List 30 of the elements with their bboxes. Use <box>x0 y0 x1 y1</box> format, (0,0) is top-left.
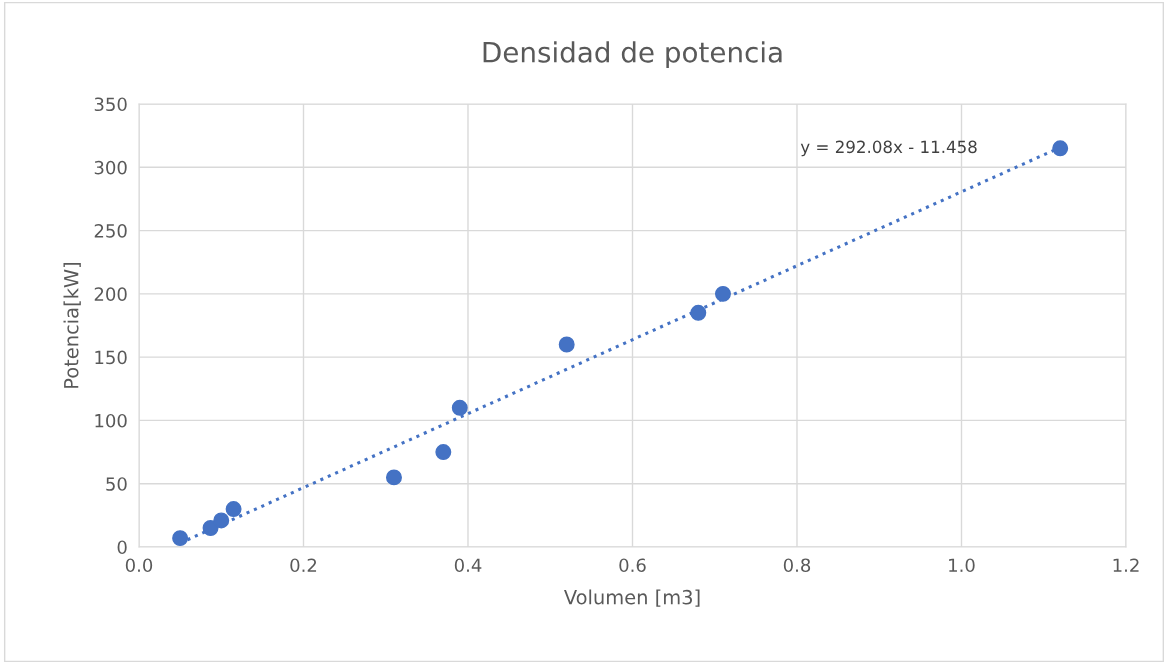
x-tick-label: 0.4 <box>454 558 482 573</box>
x-tick-label: 1.0 <box>949 558 975 573</box>
y-axis-title: Potencia[kW] <box>63 262 81 388</box>
point <box>435 444 452 461</box>
point <box>172 530 189 547</box>
y-tick-label: 250 <box>94 224 127 238</box>
point <box>213 512 230 529</box>
y-tick-label: 300 <box>94 160 127 175</box>
point <box>385 469 402 486</box>
y-tick-label: 150 <box>95 350 127 365</box>
annotation: y = 292.08x - 11.458 <box>800 140 977 157</box>
point <box>714 285 731 302</box>
y-tick-label: 200 <box>94 287 127 301</box>
x-tick-label: 0.8 <box>783 558 811 573</box>
x-axis-title: Volumen [m3] <box>564 589 700 607</box>
x-tick-label: 0.2 <box>290 558 317 573</box>
point <box>1052 140 1069 157</box>
y-tick-label: 350 <box>94 97 127 112</box>
x-tick-label: 0.6 <box>619 558 646 573</box>
x-tick-label: 1.2 <box>1113 558 1139 572</box>
point <box>225 501 242 518</box>
y-tick-label: 0 <box>117 540 127 555</box>
y-tick-label: 50 <box>106 477 127 491</box>
point <box>690 304 707 321</box>
x-tick-label: 0.0 <box>125 558 153 573</box>
point <box>202 520 219 536</box>
y-tick-label: 100 <box>95 413 127 428</box>
point <box>451 399 468 416</box>
chart-title: Densidad de potencia <box>483 41 782 69</box>
point <box>558 336 575 353</box>
